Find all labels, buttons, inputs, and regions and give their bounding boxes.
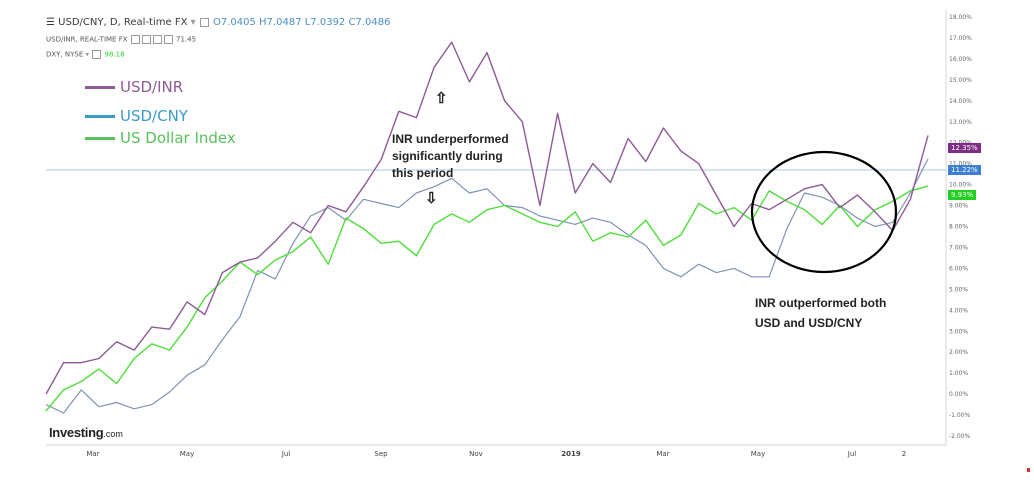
x-tick-label: Mar (656, 450, 669, 458)
x-tick-label: Nov (469, 450, 483, 458)
y-tick-label: 17.00% (949, 35, 972, 42)
y-tick-label: -2.00% (949, 433, 971, 440)
legend-label-inr: USD/INR (120, 78, 184, 96)
legend-item-dxy: US Dollar Index (85, 129, 236, 147)
y-tick-label: 4.00% (949, 307, 968, 314)
annotation-line: USD and USD/CNY (755, 316, 863, 330)
eye-box-icon[interactable] (130, 35, 140, 44)
study-name-inr[interactable]: USD/INR, REAL-TIME FX (46, 35, 128, 44)
eye-box-icon[interactable] (92, 50, 102, 59)
y-tick-label: 9.00% (949, 203, 968, 210)
y-tick-label: 15.00% (949, 77, 972, 84)
y-tick-label: 5.00% (949, 286, 968, 293)
annotation-underperformed: INR underperformed significantly during … (392, 131, 509, 182)
y-tick-label: 1.00% (949, 370, 968, 377)
study-name-dxy[interactable]: DXY, NYSE (46, 50, 84, 59)
symbol-title[interactable]: USD/CNY, D, Real-time FX (58, 17, 188, 28)
study-row-dxy: DXY, NYSE ▾ 98.18 (46, 50, 125, 59)
x-tick-label: 2 (902, 450, 906, 458)
down-arrow-icon: ⇩ (425, 190, 438, 207)
settings-box-icon[interactable] (141, 35, 151, 44)
legend-swatch-dxy (85, 137, 115, 140)
close-box-icon[interactable] (152, 35, 162, 44)
logo-brand: Investing (49, 425, 104, 440)
chart-header: ☰ USD/CNY, D, Real-time FX ▾ O7.0405 H7.… (46, 17, 390, 28)
y-tick-label: 11.00% (949, 161, 972, 168)
corner-mark (1027, 468, 1030, 472)
highlight-circle (750, 150, 898, 274)
last-value-badge-cny: 11.22% (948, 165, 981, 175)
legend-item-cny: USD/CNY (85, 107, 188, 125)
x-tick-label: May (751, 450, 765, 458)
series-line-usd-cny (45, 158, 929, 414)
investing-logo: Investing.com (49, 424, 123, 442)
y-tick-label: 8.00% (949, 224, 968, 231)
x-tick-label: Sep (374, 450, 388, 458)
y-tick-label: 10.00% (949, 182, 972, 189)
last-value-badge-inr: 12.35% (948, 143, 981, 153)
y-tick-label: 7.00% (949, 244, 968, 251)
legend-item-inr: USD/INR (85, 78, 183, 96)
menu-icon[interactable]: ☰ (46, 17, 55, 28)
x-tick-label: 2019 (561, 450, 581, 458)
y-tick-label: 18.00% (949, 14, 972, 21)
up-arrow-icon: ⇧ (435, 90, 448, 107)
annotation-line: significantly during (392, 149, 503, 163)
y-tick-label: 14.00% (949, 98, 972, 105)
series-line-us-dollar-index (45, 185, 929, 412)
x-tick-label: Jul (281, 450, 291, 458)
y-tick-label: 16.00% (949, 56, 972, 63)
y-tick-label: 13.00% (949, 119, 972, 126)
study-value-dxy: 98.18 (104, 50, 125, 59)
settings-box-icon[interactable] (199, 17, 209, 27)
y-tick-label: 0.00% (949, 391, 968, 398)
chevron-down-icon[interactable]: ▾ (190, 17, 199, 28)
legend-swatch-cny (85, 115, 115, 118)
study-row-inr: USD/INR, REAL-TIME FX 71.45 (46, 35, 196, 44)
last-value-badge-dxy: 9.93% (948, 190, 977, 200)
y-tick-label: 2.00% (949, 349, 968, 356)
series-line-usd-inr (45, 41, 929, 395)
annotation-line: this period (392, 166, 454, 180)
legend-label-dxy: US Dollar Index (120, 129, 236, 147)
y-tick-label: 6.00% (949, 265, 968, 272)
chevron-down-icon[interactable]: ▾ (85, 50, 90, 59)
annotation-line: INR outperformed both (755, 296, 887, 310)
x-tick-label: Jul (847, 450, 857, 458)
y-tick-label: 3.00% (949, 328, 968, 335)
annotation-outperformed: INR outperformed both USD and USD/CNY (755, 295, 886, 332)
logo-suffix: .com (103, 429, 123, 439)
legend-label-cny: USD/CNY (120, 107, 188, 125)
more-box-icon[interactable] (163, 35, 173, 44)
y-tick-label: -1.00% (949, 412, 971, 419)
ohlc-values: O7.0405 H7.0487 L7.0392 C7.0486 (213, 17, 391, 28)
legend-swatch-inr (85, 86, 115, 89)
x-tick-label: May (180, 450, 194, 458)
annotation-line: INR underperformed (392, 132, 509, 146)
x-tick-label: Mar (86, 450, 99, 458)
study-value-inr: 71.45 (175, 35, 197, 44)
